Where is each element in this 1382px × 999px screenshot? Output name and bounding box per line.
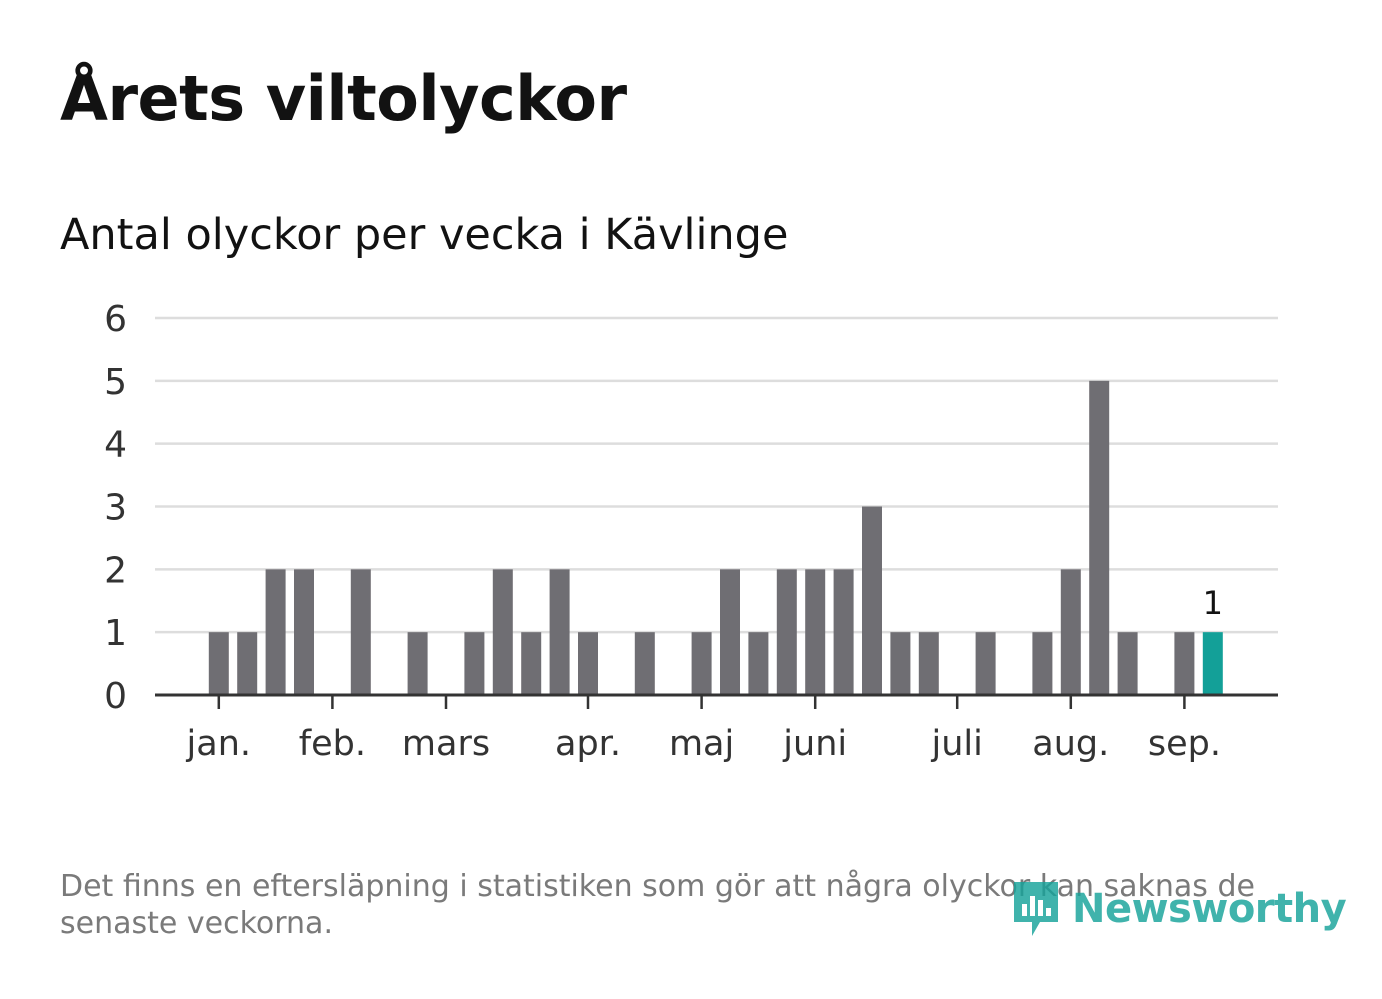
x-tick-label: juli: [931, 724, 983, 764]
x-tick-label: juni: [782, 724, 847, 764]
bar: [975, 632, 996, 695]
logo-text: Newsworthy: [1072, 886, 1347, 932]
x-tick-label: sep.: [1148, 724, 1221, 764]
bar: [1202, 632, 1223, 695]
bar: [237, 632, 258, 695]
bar: [833, 569, 854, 695]
bar: [208, 632, 229, 695]
bar: [578, 632, 598, 695]
bar: [890, 632, 911, 695]
bar: [1032, 632, 1053, 695]
bar: [862, 506, 882, 695]
y-tick-label: 6: [104, 299, 127, 340]
bar: [350, 569, 371, 695]
bar: [1174, 632, 1195, 695]
y-tick-label: 4: [104, 425, 127, 466]
bar: [1060, 569, 1081, 695]
bar: [1117, 632, 1138, 695]
y-tick-label: 2: [104, 550, 127, 591]
bar: [265, 569, 286, 695]
chart-title: Årets viltolyckor: [60, 62, 627, 135]
y-tick-label: 5: [104, 362, 127, 403]
bar: [691, 632, 712, 695]
data-label: 1: [1203, 584, 1223, 622]
bar: [634, 632, 655, 695]
bar-chart: 0 1 2 3 4 5 6 1 jan. feb. mars apr. maj juni juli aug. s…: [104, 299, 1278, 764]
x-tick-label: feb.: [299, 724, 366, 764]
bar: [720, 569, 740, 695]
bar: [776, 569, 797, 695]
newsworthy-logo-icon: [1014, 882, 1058, 936]
bar: [1089, 380, 1110, 695]
x-tick-label: aug.: [1032, 724, 1109, 764]
bar: [521, 632, 542, 695]
x-tick-label: maj: [669, 724, 734, 764]
y-tick-label: 0: [104, 676, 127, 717]
bar: [464, 632, 485, 695]
bar: [492, 569, 513, 695]
bar: [294, 569, 314, 695]
chart-subtitle: Antal olyckor per vecka i Kävlinge: [60, 210, 789, 260]
bar: [805, 569, 826, 695]
bar: [748, 632, 769, 695]
x-tick-label: apr.: [555, 724, 621, 764]
bar: [549, 569, 570, 695]
x-tick-label: mars: [402, 724, 490, 764]
x-tick-label: jan.: [186, 724, 251, 764]
bar: [407, 632, 428, 695]
y-tick-label: 1: [104, 613, 127, 654]
newsworthy-logo: Newsworthy: [1010, 878, 1347, 940]
y-tick-label: 3: [104, 488, 127, 529]
bar: [918, 632, 939, 695]
